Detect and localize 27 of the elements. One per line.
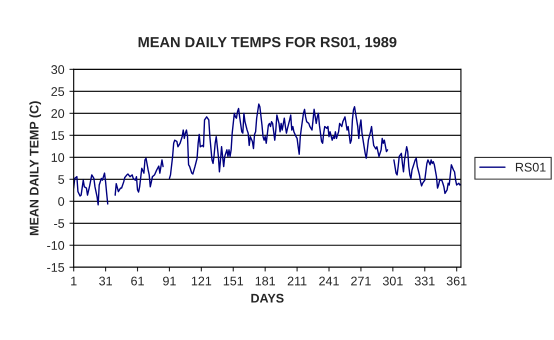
y-tick-label: -10 bbox=[47, 241, 64, 250]
x-tick-label: 61 bbox=[131, 276, 144, 286]
x-tick-label: 241 bbox=[319, 276, 339, 286]
y-tick-label: 20 bbox=[51, 109, 64, 118]
y-tick-label: 30 bbox=[51, 65, 64, 74]
y-tick-label: 25 bbox=[51, 87, 64, 96]
y-tick-label: 5 bbox=[58, 175, 64, 184]
x-tick-label: 271 bbox=[351, 276, 371, 286]
x-tick-label: 211 bbox=[288, 276, 306, 286]
x-tick-label: 151 bbox=[224, 276, 244, 286]
x-tick-label: 121 bbox=[192, 276, 212, 286]
x-tick-label: 331 bbox=[414, 276, 435, 286]
x-tick-label: 361 bbox=[446, 276, 466, 286]
x-tick-label: 301 bbox=[382, 276, 403, 286]
x-axis-title: DAYS bbox=[251, 294, 284, 303]
y-tick-label: 10 bbox=[52, 153, 64, 162]
x-tick-label: 91 bbox=[163, 276, 176, 286]
y-tick-label: -15 bbox=[47, 263, 64, 272]
legend-label: RS01 bbox=[516, 162, 546, 172]
chart-title: MEAN DAILY TEMPS FOR RS01, 1989 bbox=[138, 36, 396, 50]
x-tick-label: 31 bbox=[99, 276, 112, 286]
y-tick-label: -5 bbox=[54, 219, 64, 228]
y-tick-label: 15 bbox=[52, 131, 64, 140]
x-tick-label: 181 bbox=[256, 276, 275, 286]
y-tick-label: 0 bbox=[58, 197, 64, 206]
y-axis-title: MEAN DAILY TEMP (C) bbox=[29, 101, 42, 236]
x-tick-label: 1 bbox=[71, 276, 77, 286]
